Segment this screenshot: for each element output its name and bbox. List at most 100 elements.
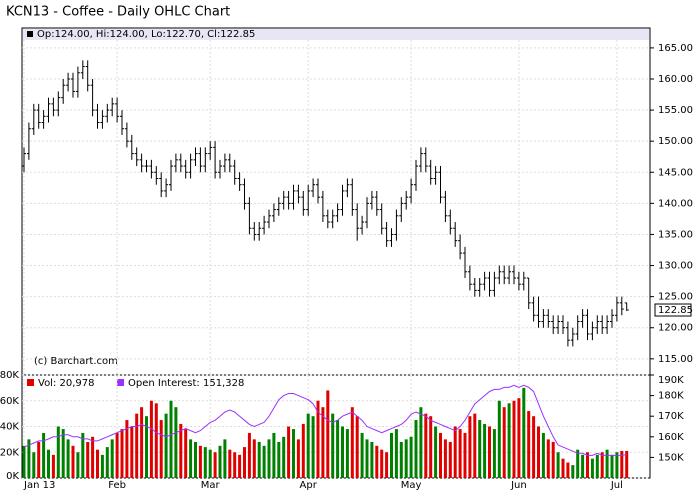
volume-bar [443,439,447,478]
volume-bar [233,452,237,478]
volume-bar [380,449,384,478]
volume-bar [306,413,310,478]
volume-bar [385,452,389,478]
volume-bar [22,445,26,478]
volume-bar [184,429,188,478]
volume-bar [326,390,330,478]
volume-bar [257,441,261,478]
volume-bar [595,454,599,478]
y-tick-label: 135.00 [658,229,693,240]
volume-bar [473,413,477,478]
y2-tick-label: 180K [658,391,684,402]
volume-bar [37,441,41,478]
x-tick-label: Jun [510,480,527,491]
volume-bar [360,432,364,478]
x-tick-label: May [401,480,422,491]
volume-bar [468,416,472,478]
volume-bar [350,407,354,478]
volume-bar [522,387,526,478]
volume-bar [404,439,408,478]
volume-bar [145,416,148,478]
volume-bar [81,432,85,478]
vol-legend: Vol: 20,978 [38,378,95,389]
vol-tick-label: 80K [0,370,19,381]
volume-bar [189,439,193,478]
volume-bar [532,416,536,478]
volume-bar [571,465,575,478]
volume-bar [576,449,580,478]
volume-bar [478,420,482,478]
volume-bar [282,436,286,478]
volume-bar [267,439,271,478]
credit: (c) Barchart.com [34,356,118,367]
volume-bar [620,450,624,478]
y-tick-label: 145.00 [658,167,693,178]
volume-bar [164,413,168,478]
vol-tick-label: 60K [0,396,19,407]
y2-tick-label: 190K [658,375,684,386]
open-interest-line [23,384,627,456]
volume-bar [194,441,197,478]
volume-bar [424,413,428,478]
volume-bar [537,426,540,478]
chart-title: KCN13 - Coffee - Daily OHLC Chart [6,5,230,20]
volume-bar [458,429,462,478]
volume-bar [390,432,393,478]
volume-bar [169,400,173,478]
volume-bar [277,441,281,478]
volume-bar [238,454,242,478]
volume-bar [100,454,104,478]
vol-tick-label: 40K [0,422,19,433]
volume-bar [316,400,320,478]
volume-bar [86,441,90,478]
volume-bar [581,454,585,478]
volume-bar [512,400,516,478]
volume-bar [541,432,545,478]
volume-bar [419,407,423,478]
y-tick-label: 130.00 [658,261,693,272]
volume-bar [507,403,511,478]
y2-tick-label: 160K [658,432,684,443]
volume-bar [610,454,614,478]
volume-bar [287,426,291,478]
x-tick-label: Apr [300,480,318,491]
y-tick-label: 160.00 [658,74,693,85]
volume-bar [429,416,433,478]
volume-bar [252,439,256,478]
volume-bar [61,429,65,478]
volume-bar [292,429,295,478]
volume-bar [110,439,114,478]
volume-bar [272,432,276,478]
y-tick-label: 115.00 [658,354,693,365]
y-tick-label: 120.00 [658,323,693,334]
volume-bar [625,450,629,478]
volume-bar [483,423,487,478]
volume-bar [42,432,46,478]
volume-bar [336,420,340,478]
volume-bar [463,432,467,478]
last-price: 122.85 [658,305,693,316]
volume-bar [566,462,570,478]
y2-tick-label: 150K [658,452,684,463]
vol-tick-label: 0K [6,471,19,482]
volume-bar [105,447,109,478]
volume-bar [149,400,153,478]
oi-legend: Open Interest: 151,328 [128,378,244,389]
volume-bar [551,441,555,478]
x-tick-label: Jul [610,480,623,491]
volume-bar [517,398,521,478]
volume-bar [247,432,251,478]
y-tick-label: 125.00 [658,292,693,303]
volume-bar [345,429,349,478]
volume-bar [600,452,604,478]
volume-bar [91,436,95,478]
volume-bar [370,441,374,478]
oi-legend-swatch [117,379,124,386]
volume-bar [546,439,550,478]
x-tick-label: Mar [201,480,221,491]
legend-strip [23,29,649,40]
volume-bar [497,400,501,478]
volume-bar [56,426,60,478]
volume-bar [399,441,403,478]
volume-bar [301,423,305,478]
